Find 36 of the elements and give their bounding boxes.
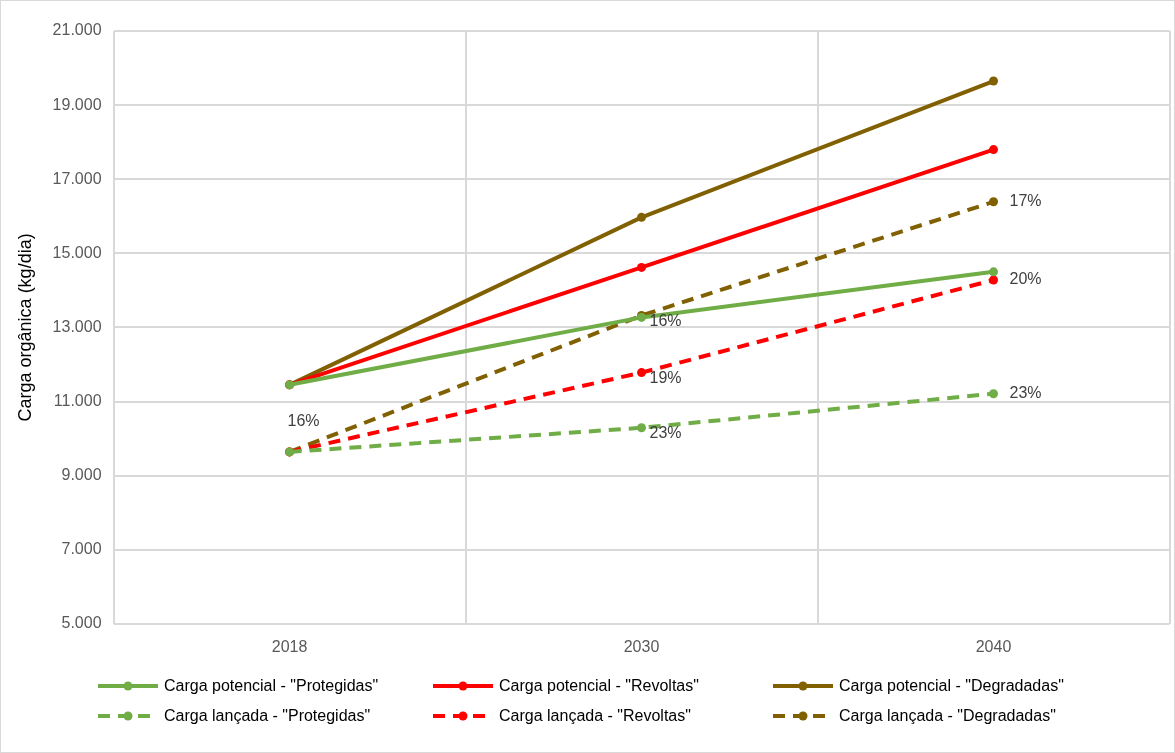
point: [989, 267, 999, 277]
annotation: 23%: [1009, 384, 1042, 402]
point: [989, 389, 999, 399]
annotation: 16%: [649, 311, 682, 329]
y-tick-label: 17.000: [52, 169, 102, 187]
annotation: 20%: [1009, 270, 1042, 288]
point: [637, 423, 647, 433]
y-tick-label: 5.000: [61, 614, 102, 632]
x-tick-label: 2030: [623, 637, 660, 655]
point: [989, 76, 999, 86]
legend-label: Carga potencial - "Revoltas": [499, 677, 699, 695]
annotation: 23%: [649, 424, 682, 442]
legend-label: Carga potencial - "Degradadas": [839, 677, 1064, 695]
legend-label: Carga lançada - "Degradadas": [839, 707, 1056, 725]
point: [989, 197, 999, 207]
y-tick-label: 15.000: [52, 243, 102, 261]
x-tick-label: 2040: [975, 637, 1012, 655]
y-tick-label: 21.000: [52, 21, 102, 39]
y-axis-title: Carga orgânica (kg/dia): [14, 233, 35, 422]
y-tick-label: 19.000: [52, 95, 102, 113]
annotation: 17%: [1009, 192, 1042, 210]
y-tick-label: 13.000: [52, 317, 102, 335]
legend-label: Carga lançada - "Revoltas": [499, 707, 691, 725]
legend-label: Carga potencial - "Protegidas": [164, 677, 379, 695]
point: [637, 368, 647, 378]
x-tick-label: 2018: [271, 637, 308, 655]
point: [989, 145, 999, 155]
y-tick-label: 7.000: [61, 540, 102, 558]
annotation: 16%: [287, 412, 320, 430]
point: [637, 262, 647, 272]
annotation: 19%: [649, 369, 682, 387]
point: [637, 212, 647, 222]
y-tick-label: 11.000: [53, 391, 102, 409]
legend-label: Carga lançada - "Protegidas": [164, 707, 371, 725]
y-tick-label: 9.000: [61, 466, 102, 484]
point: [989, 275, 999, 285]
